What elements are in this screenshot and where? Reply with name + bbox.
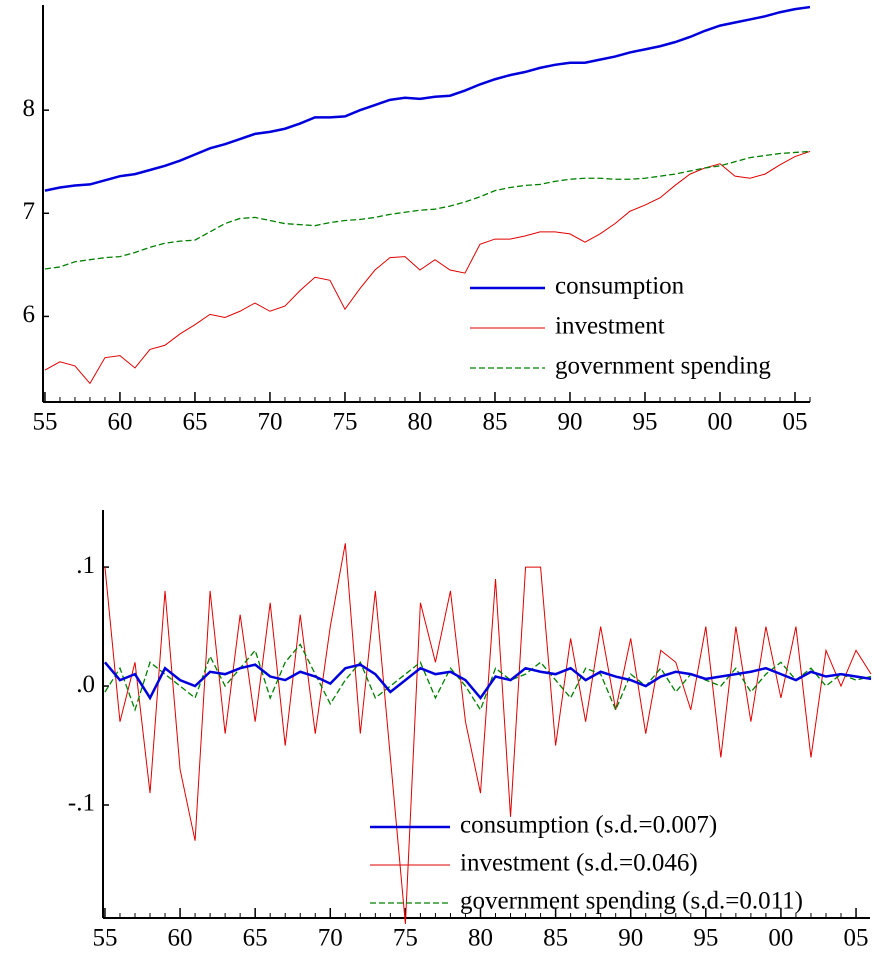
x-tick-label: 70 (257, 409, 282, 436)
legend-label: government spending (s.d.=0.011) (460, 888, 803, 915)
y-tick-label: .1 (76, 552, 95, 579)
x-tick-label: 80 (407, 409, 432, 436)
legend-label: consumption (555, 273, 685, 300)
y-tick-label: .0 (76, 671, 95, 698)
series-line (44, 150, 811, 270)
x-tick-label: 90 (618, 925, 643, 952)
y-tick-label: -.1 (68, 790, 95, 817)
y-tick-label: 7 (23, 198, 36, 225)
legend-label: consumption (s.d.=0.007) (460, 812, 717, 839)
x-tick-label: 05 (782, 409, 807, 436)
series-line (44, 5, 811, 192)
legend-label: investment (s.d.=0.046) (460, 850, 698, 877)
x-tick-label: 75 (332, 409, 357, 436)
x-tick-label: 95 (632, 409, 657, 436)
x-tick-label: 95 (693, 925, 718, 952)
y-tick-label: 8 (23, 95, 36, 122)
x-tick-label: 75 (393, 925, 418, 952)
series-line (103, 661, 872, 701)
legend-label: government spending (555, 353, 771, 380)
x-tick-label: 60 (107, 409, 132, 436)
x-tick-label: 05 (844, 925, 869, 952)
series-line (44, 150, 811, 385)
x-tick-label: 70 (318, 925, 343, 952)
x-tick-label: 85 (482, 409, 507, 436)
x-tick-label: 55 (32, 409, 57, 436)
legend-label: investment (555, 313, 665, 340)
x-tick-label: 00 (768, 925, 793, 952)
x-tick-label: 80 (468, 925, 493, 952)
x-tick-label: 90 (557, 409, 582, 436)
x-tick-label: 55 (92, 925, 117, 952)
x-tick-label: 65 (243, 925, 268, 952)
series-line (104, 643, 872, 712)
x-tick-label: 65 (182, 409, 207, 436)
x-tick-label: 60 (168, 925, 193, 952)
y-tick-label: 6 (23, 301, 36, 328)
x-tick-label: 85 (543, 925, 568, 952)
x-tick-label: 00 (707, 409, 732, 436)
